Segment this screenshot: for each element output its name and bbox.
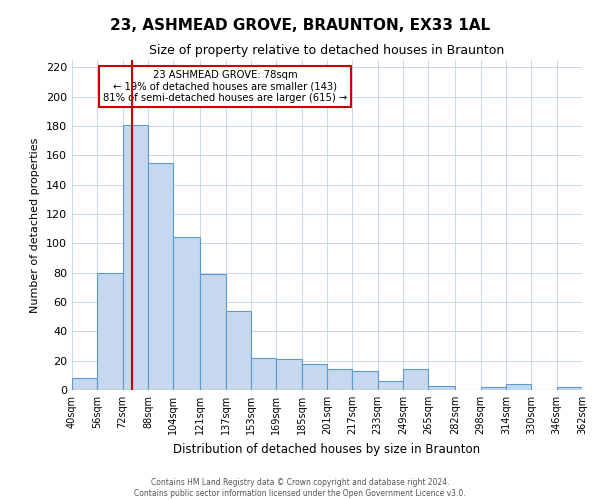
Bar bbox=[377, 381, 403, 390]
Bar bbox=[557, 387, 582, 390]
Bar bbox=[251, 358, 277, 390]
Text: 23, ASHMEAD GROVE, BRAUNTON, EX33 1AL: 23, ASHMEAD GROVE, BRAUNTON, EX33 1AL bbox=[110, 18, 490, 32]
Bar bbox=[277, 359, 302, 390]
Bar bbox=[148, 162, 173, 390]
Bar bbox=[327, 370, 352, 390]
Bar bbox=[506, 384, 532, 390]
Bar bbox=[72, 378, 97, 390]
Title: Size of property relative to detached houses in Braunton: Size of property relative to detached ho… bbox=[149, 44, 505, 58]
Bar bbox=[403, 370, 428, 390]
Y-axis label: Number of detached properties: Number of detached properties bbox=[31, 138, 40, 312]
Bar bbox=[226, 311, 251, 390]
Bar bbox=[97, 272, 122, 390]
Bar bbox=[428, 386, 455, 390]
Bar bbox=[352, 371, 377, 390]
Bar bbox=[302, 364, 327, 390]
X-axis label: Distribution of detached houses by size in Braunton: Distribution of detached houses by size … bbox=[173, 442, 481, 456]
Bar bbox=[481, 387, 506, 390]
Text: Contains HM Land Registry data © Crown copyright and database right 2024.
Contai: Contains HM Land Registry data © Crown c… bbox=[134, 478, 466, 498]
Bar bbox=[173, 238, 200, 390]
Bar bbox=[122, 124, 148, 390]
Bar bbox=[200, 274, 226, 390]
Text: 23 ASHMEAD GROVE: 78sqm
← 19% of detached houses are smaller (143)
81% of semi-d: 23 ASHMEAD GROVE: 78sqm ← 19% of detache… bbox=[103, 70, 347, 103]
